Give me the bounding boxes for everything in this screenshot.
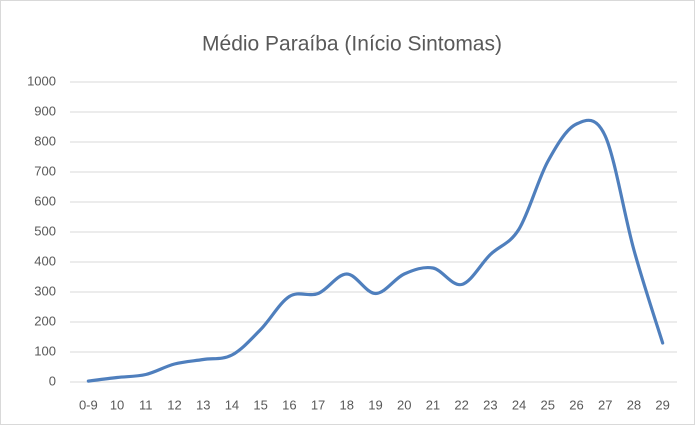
x-tick-label: 17 — [311, 397, 325, 412]
x-tick-label: 0-9 — [79, 397, 98, 412]
y-tick-label: 800 — [34, 133, 56, 148]
x-tick-label: 11 — [139, 397, 153, 412]
x-tick-label: 12 — [167, 397, 181, 412]
x-tick-label: 20 — [397, 397, 411, 412]
x-tick-label: 27 — [598, 397, 612, 412]
x-tick-label: 16 — [282, 397, 296, 412]
x-tick-label: 22 — [454, 397, 468, 412]
x-tick-label: 14 — [225, 397, 239, 412]
x-tick-label: 23 — [483, 397, 497, 412]
x-tick-label: 28 — [627, 397, 641, 412]
x-tick-label: 21 — [426, 397, 440, 412]
x-tick-label: 26 — [569, 397, 583, 412]
y-tick-label: 400 — [34, 253, 56, 268]
y-tick-label: 600 — [34, 193, 56, 208]
x-tick-label: 19 — [368, 397, 382, 412]
x-tick-label: 15 — [253, 397, 267, 412]
x-tick-label: 10 — [110, 397, 124, 412]
y-tick-label: 300 — [34, 283, 56, 298]
y-tick-label: 0 — [49, 373, 56, 388]
x-tick-label: 13 — [196, 397, 210, 412]
y-tick-label: 500 — [34, 223, 56, 238]
y-tick-label: 100 — [34, 343, 56, 358]
y-tick-label: 200 — [34, 313, 56, 328]
chart-title: Médio Paraíba (Início Sintomas) — [202, 33, 502, 56]
y-tick-label: 700 — [34, 163, 56, 178]
y-tick-label: 1000 — [27, 73, 56, 88]
line-series — [86, 118, 665, 383]
x-tick-label: 25 — [541, 397, 555, 412]
y-tick-label: 900 — [34, 103, 56, 118]
x-tick-label: 29 — [655, 397, 669, 412]
x-tick-label: 18 — [340, 397, 354, 412]
x-tick-label: 24 — [512, 397, 526, 412]
